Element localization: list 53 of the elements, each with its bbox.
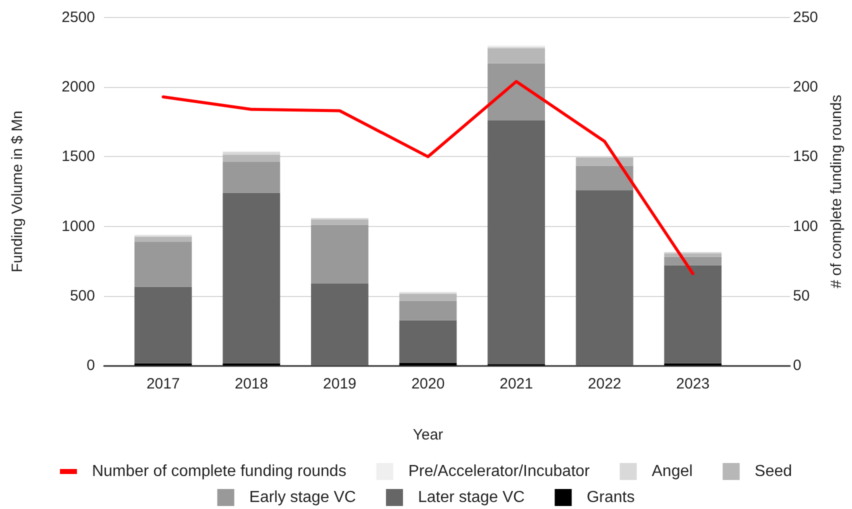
bar [134,236,192,242]
x-tick-label: 2018 [234,376,268,392]
bar [576,166,634,190]
y-tick-label: 0 [86,357,95,374]
bar [664,265,722,364]
y2-tick-label: 150 [793,148,818,166]
x-tick-label: 2023 [676,376,710,392]
legend-label: Early stage VC [249,489,356,506]
y2-tick-label: 100 [793,218,818,235]
x-tick-label: 2017 [146,376,180,392]
bar [311,219,368,225]
bar [222,162,280,193]
x-tick-label: 2019 [323,376,356,392]
legend-label: Pre/Accelerator/Incubator [408,463,590,480]
bar [222,154,280,162]
y2-tick-label: 50 [793,287,810,304]
y-tick-label: 2500 [62,9,95,26]
x-axis-title: Year [412,426,444,444]
bar [576,157,634,166]
line-series [162,80,694,276]
y2-tick-label: 200 [793,78,818,96]
bar [134,242,192,287]
bar [576,190,634,366]
bar [134,286,192,364]
bar [664,253,722,257]
bar [399,362,457,366]
y2-tick-label: 0 [793,357,802,374]
bar [222,192,280,364]
y2-tick-label: 250 [793,9,818,26]
legend-label: Number of complete funding rounds [92,463,346,480]
y-axis-title: Funding Volume in $ Mn [9,110,26,272]
x-tick-label: 2021 [500,376,533,392]
legend-label: Grants [586,489,635,506]
bar [488,120,545,364]
y2-axis-title: # of complete funding rounds [828,94,845,288]
y-tick-label: 500 [70,287,95,304]
bar [222,152,280,155]
bar [488,48,545,64]
bar [488,63,545,121]
legend-label: Later stage VC [418,489,525,506]
y-tick-label: 1500 [62,148,95,166]
y-tick-label: 2000 [62,78,95,96]
y-tick-label: 1000 [62,218,95,235]
legend-label: Angel [652,463,693,480]
x-tick-label: 2022 [588,376,622,392]
bar [399,294,457,301]
x-tick-label: 2020 [411,376,445,392]
bar [399,300,457,320]
bar [311,224,368,284]
legend-label: Seed [754,463,792,480]
bar [311,283,368,366]
bar [399,320,457,363]
bar [664,256,722,266]
